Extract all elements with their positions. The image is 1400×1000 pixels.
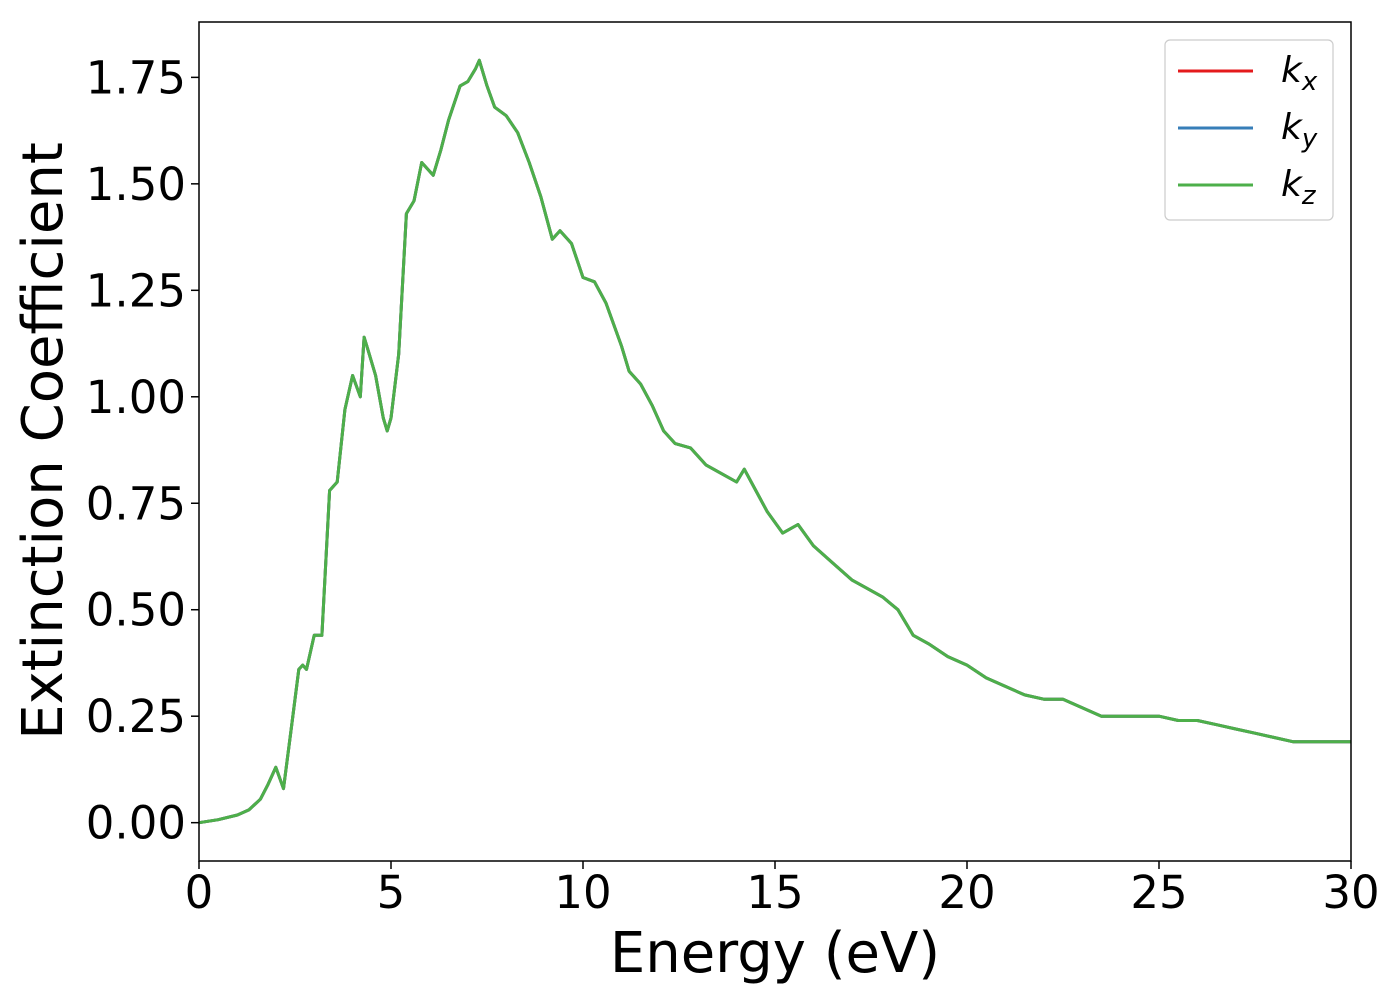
y-tick-label: 0.00	[86, 797, 186, 850]
series-line-kz	[198, 58, 1351, 825]
legend-label-base: k	[1281, 107, 1304, 148]
x-tick-label: 10	[554, 866, 611, 919]
legend-label-base: k	[1281, 164, 1304, 205]
legend-label-subscript: z	[1301, 181, 1317, 211]
legend-label-ky: ky	[1281, 107, 1318, 154]
series-layer	[198, 58, 1351, 825]
y-tick-label: 1.00	[86, 371, 186, 424]
legend-label-subscript: y	[1301, 124, 1318, 154]
y-tick-label: 0.75	[86, 477, 186, 530]
y-tick-label: 1.75	[86, 51, 186, 104]
legend-label-subscript: x	[1301, 67, 1318, 97]
y-axis-ticks: 0.00 0.25 0.50 0.75 1.00 1.25 1.50 1.75	[86, 51, 199, 850]
legend-label-kz: kz	[1281, 164, 1317, 211]
x-axis-label: Energy (eV)	[610, 921, 940, 986]
x-tick-label: 25	[1130, 866, 1187, 919]
x-axis-ticks: 0 5 10 15 20 25 30	[185, 861, 1380, 919]
legend-box	[1164, 39, 1334, 221]
legend-label-kx: kx	[1281, 50, 1318, 97]
y-tick-label: 1.25	[86, 264, 186, 317]
x-tick-label: 20	[938, 866, 995, 919]
y-axis-label: Extinction Coefficient	[11, 142, 76, 740]
legend-label-base: k	[1281, 50, 1304, 91]
y-tick-label: 0.50	[86, 584, 186, 637]
x-tick-label: 5	[377, 866, 406, 919]
x-tick-label: 15	[746, 866, 803, 919]
x-tick-label: 30	[1322, 866, 1379, 919]
y-tick-label: 1.50	[86, 158, 186, 211]
x-tick-label: 0	[185, 866, 214, 919]
y-tick-label: 0.25	[86, 690, 186, 743]
